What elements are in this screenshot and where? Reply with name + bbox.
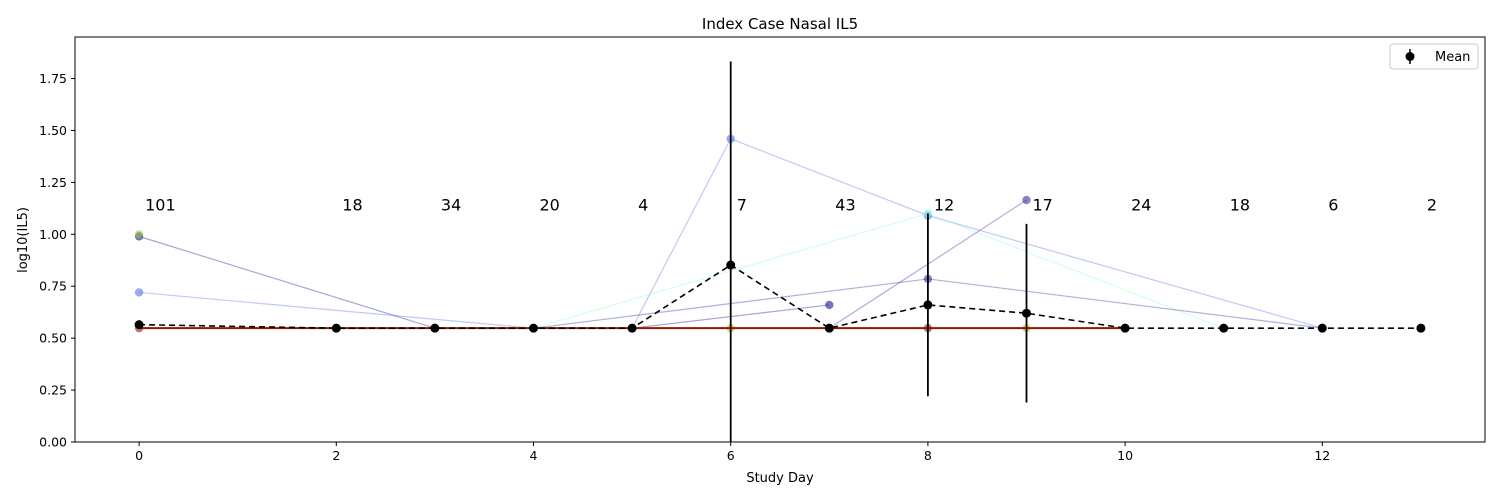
- mean-point-5: [726, 260, 736, 270]
- legend-mean-marker: [1405, 52, 1415, 61]
- mean-point-1: [331, 323, 341, 333]
- mean-point-3: [528, 323, 538, 333]
- subject-point-0-3: [825, 300, 834, 310]
- count-label-5: 7: [737, 195, 747, 214]
- x-tick-label-3: 6: [727, 448, 735, 463]
- mean-point-6: [824, 323, 834, 333]
- chart-title: Index Case Nasal IL5: [702, 15, 858, 33]
- count-label-2: 34: [441, 195, 461, 214]
- mean-point-7: [923, 300, 933, 310]
- count-label-1: 18: [342, 195, 362, 214]
- mean-point-12: [1416, 323, 1426, 333]
- mean-point-8: [1022, 308, 1032, 318]
- count-label-6: 43: [835, 195, 855, 214]
- plot-area: [74, 36, 1486, 443]
- subject-point-4-1: [1022, 195, 1031, 205]
- subject-point-6-0: [134, 230, 144, 239]
- count-label-3: 20: [539, 195, 559, 214]
- mean-point-10: [1219, 323, 1229, 333]
- count-label-11: 6: [1328, 195, 1338, 214]
- subject-line-2: [631, 138, 1323, 329]
- subject-line-0: [138, 235, 830, 329]
- count-label-10: 18: [1230, 195, 1250, 214]
- x-axis: 0 2 4 6 8 10 12: [135, 442, 1330, 463]
- mean-point-2: [430, 323, 440, 333]
- y-tick-label-3: 0.75: [39, 279, 67, 294]
- subject-line-1: [139, 291, 534, 329]
- x-tick-label-6: 12: [1314, 448, 1330, 463]
- y-tick-label-2: 0.50: [39, 331, 67, 346]
- y-tick-label-7: 1.75: [39, 71, 67, 86]
- mean-point-4: [627, 323, 637, 333]
- mean-point-9: [1120, 323, 1130, 333]
- count-label-9: 24: [1131, 195, 1151, 214]
- x-tick-label-4: 8: [924, 448, 932, 463]
- legend: Mean: [1389, 43, 1479, 70]
- y-tick-label-5: 1.25: [39, 175, 67, 190]
- y-axis-label: log10(IL5): [16, 207, 31, 273]
- count-label-7: 12: [934, 195, 954, 214]
- x-tick-label-2: 4: [530, 448, 538, 463]
- count-label-8: 17: [1033, 195, 1053, 214]
- legend-mean-label: Mean: [1435, 50, 1470, 65]
- y-tick-label-4: 1.00: [39, 227, 67, 242]
- x-tick-label-0: 0: [135, 448, 143, 463]
- mean-point-0: [134, 320, 144, 330]
- x-axis-label: Study Day: [746, 471, 814, 486]
- count-label-4: 4: [638, 195, 648, 214]
- legend-box: [1389, 43, 1479, 70]
- mean-point-11: [1317, 323, 1327, 333]
- count-label-0: 101: [145, 195, 176, 214]
- y-tick-label-0: 0.00: [39, 435, 67, 450]
- count-label-12: 2: [1427, 195, 1437, 214]
- y-tick-label-1: 0.25: [39, 383, 67, 398]
- x-tick-label-1: 2: [332, 448, 340, 463]
- x-tick-label-5: 10: [1117, 448, 1133, 463]
- subject-point-1-0: [134, 288, 144, 297]
- mean-series: [134, 61, 1426, 442]
- y-axis: 0.00 0.25 0.50 0.75 1.00 1.25 1.50 1.75: [39, 71, 75, 450]
- count-labels: 101 18 34 20 4 7 43 12 17 24 18 6 2: [145, 195, 1437, 214]
- y-tick-label-6: 1.50: [39, 123, 67, 138]
